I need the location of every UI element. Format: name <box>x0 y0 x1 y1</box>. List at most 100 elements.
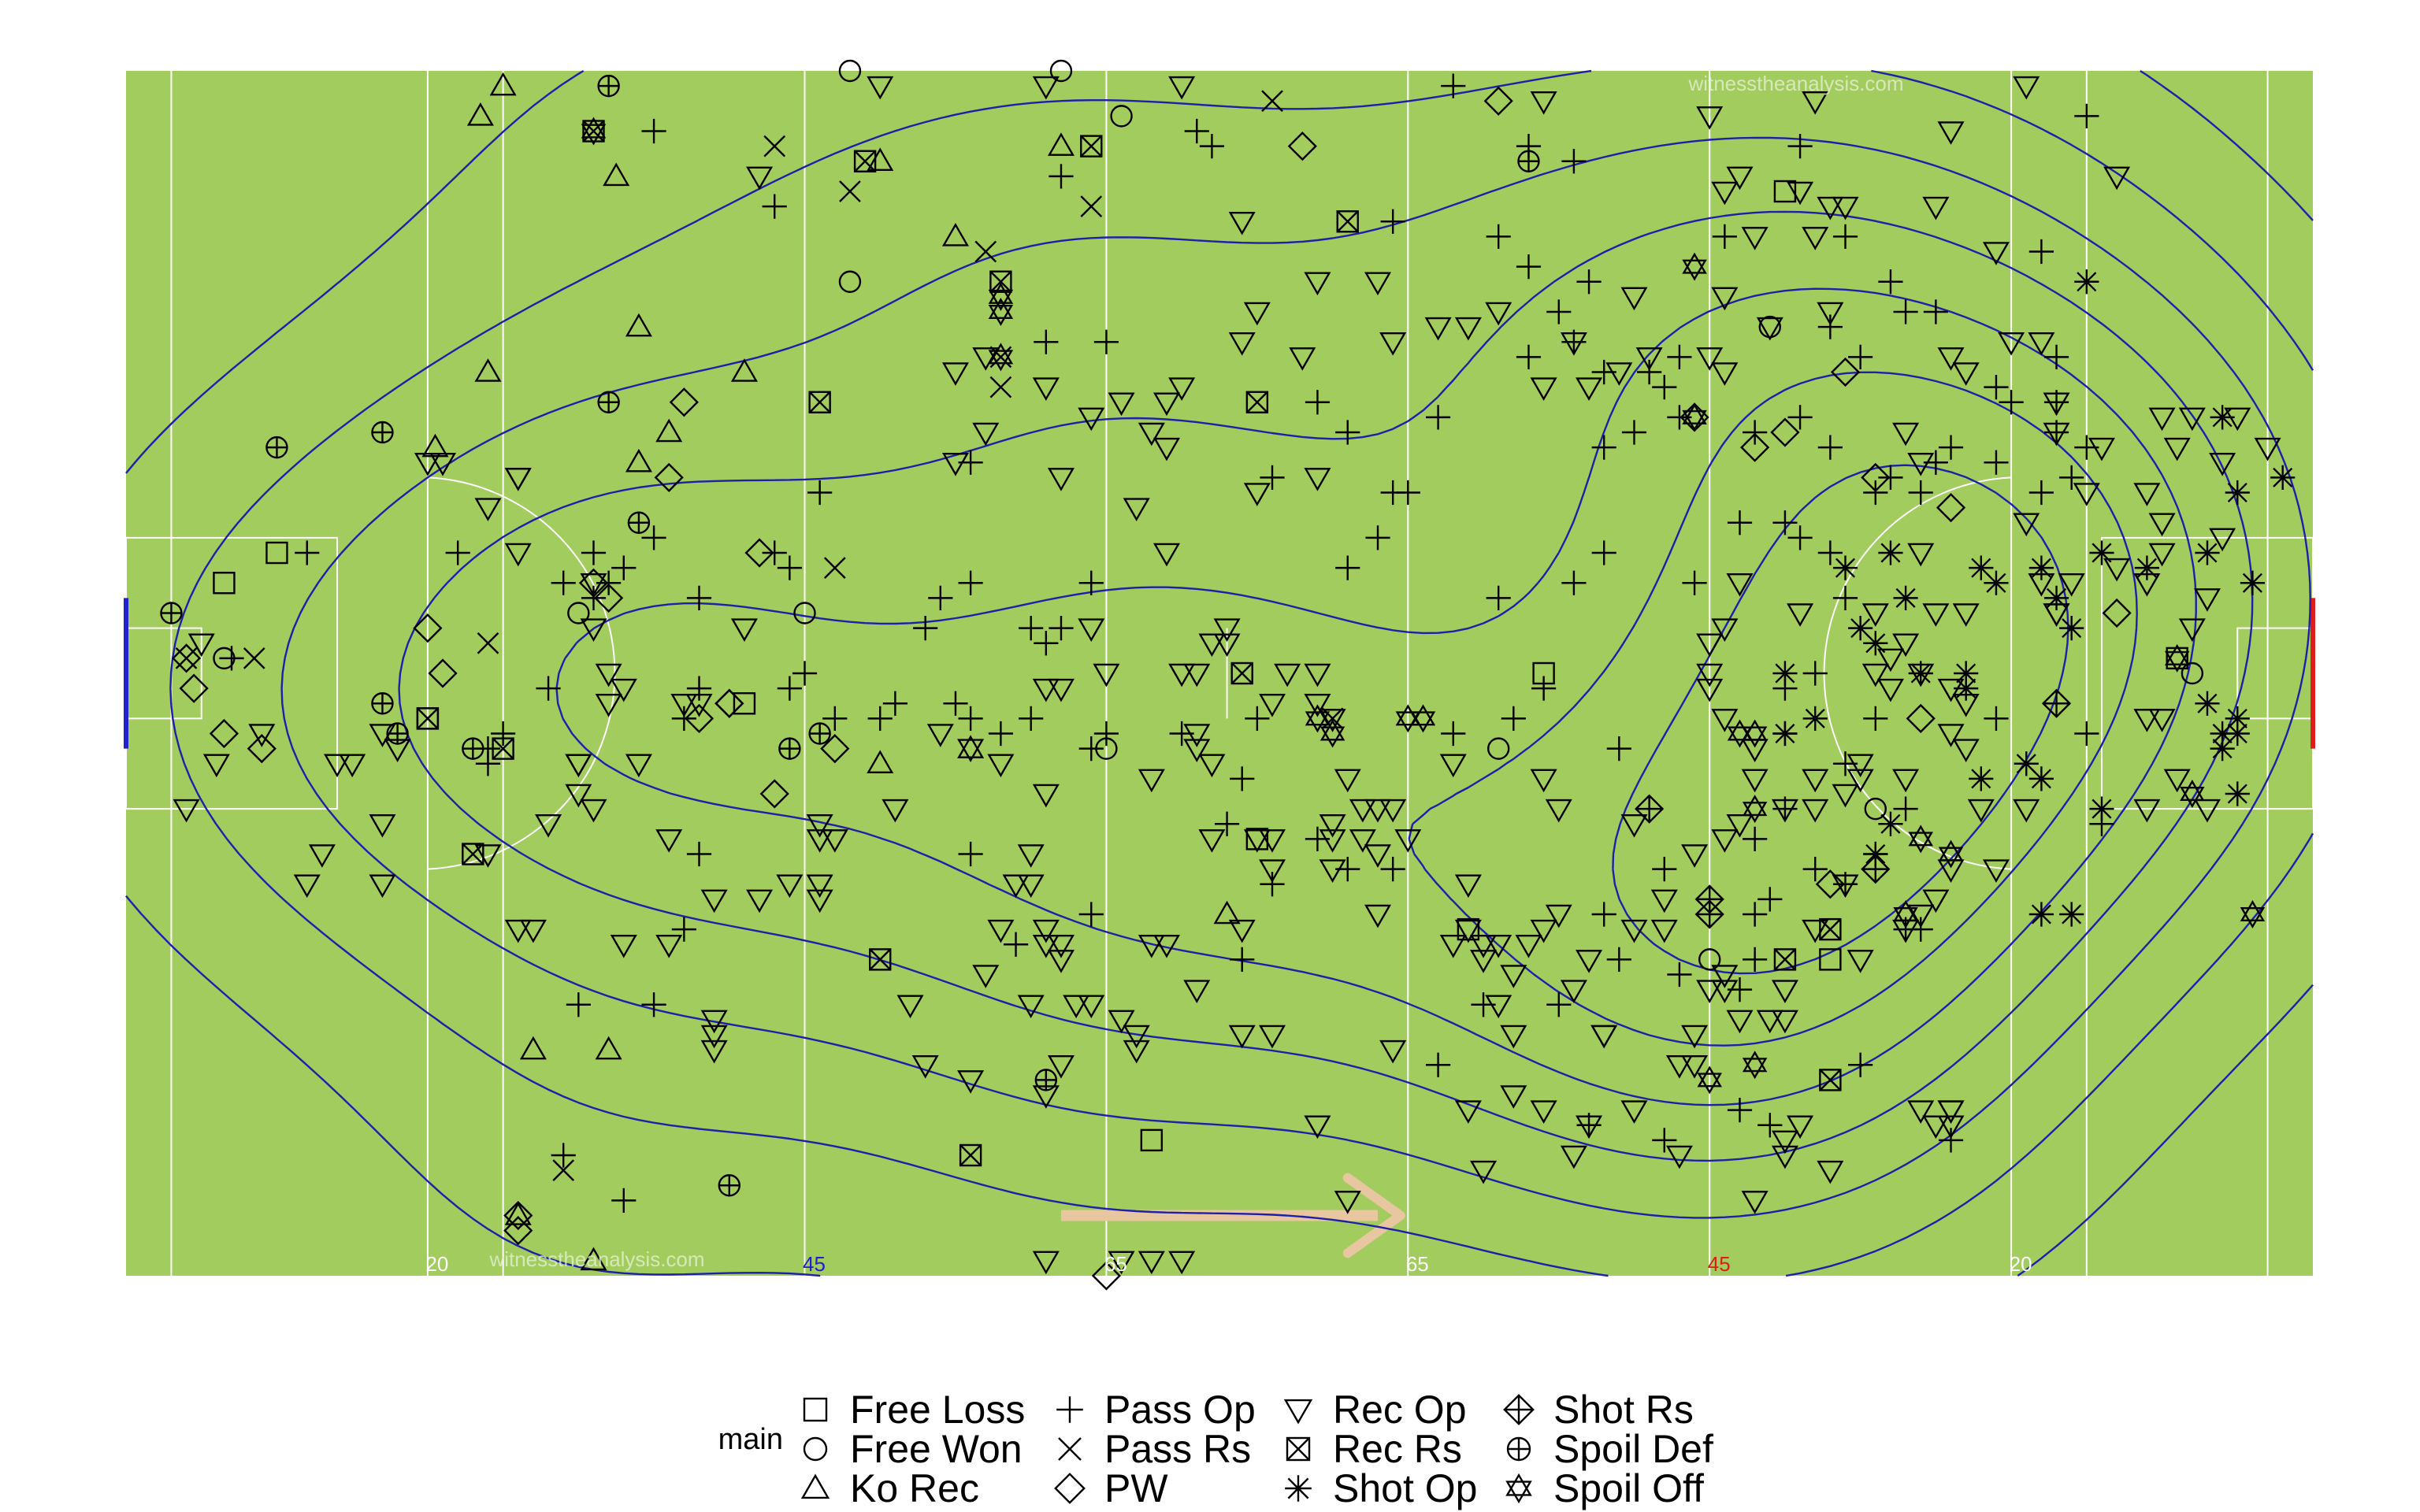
point-spoil-def <box>597 391 620 413</box>
point-rec-op <box>1319 814 1346 838</box>
point-pw <box>1861 462 1891 492</box>
point-rec-op <box>957 1070 985 1094</box>
point-rec-op <box>1258 859 1286 883</box>
point-rec-op <box>1892 633 1920 658</box>
point-ko-rec <box>941 223 969 246</box>
watermark-top: witnesstheanalysis.com <box>1687 72 1903 95</box>
point-rec-op <box>429 453 457 476</box>
point-rec-op <box>1243 829 1271 853</box>
point-rec-op <box>2028 332 2055 356</box>
point-shot-op <box>2225 721 2250 747</box>
point-pass-op <box>1802 661 1828 686</box>
point-shot-op <box>2028 555 2054 580</box>
point-rec-op <box>1771 1145 1798 1169</box>
point-rec-op <box>1861 603 1889 627</box>
point-rec-op <box>1771 799 1798 823</box>
point-rec-op <box>1832 874 1859 899</box>
point-rec-op <box>700 1040 728 1064</box>
point-rec-op <box>1183 724 1211 747</box>
point-rec-op <box>1304 468 1331 491</box>
point-rec-op <box>1213 618 1241 642</box>
point-shot-op <box>2270 465 2296 490</box>
point-shot-op <box>1772 721 1798 747</box>
point-pass-op <box>295 540 320 565</box>
point-ko-rec <box>580 1247 607 1271</box>
point-pw <box>654 462 684 492</box>
point-pass-op <box>1999 390 2024 415</box>
point-spoil-def <box>778 737 801 760</box>
point-rec-op <box>1530 919 1557 943</box>
legend-key-triangle-down <box>1283 1399 1313 1425</box>
point-rec-op <box>1485 995 1512 1019</box>
point-rec-op <box>1063 995 1090 1019</box>
point-rec-op <box>1711 362 1739 386</box>
point-rec-op <box>806 889 833 914</box>
point-rec-op <box>1937 347 1965 371</box>
point-rec-op <box>2058 573 2085 597</box>
point-spoil-off <box>1742 795 1768 824</box>
direction-arrowhead <box>1342 1173 1405 1258</box>
point-pass-op <box>1652 1128 1677 1153</box>
point-rec-rs <box>1773 948 1797 971</box>
point-rec-op <box>1454 874 1482 899</box>
point-pass-op <box>1486 224 1511 249</box>
point-rec-op <box>1620 919 1648 943</box>
point-pass-rs <box>974 240 997 263</box>
point-pass-op <box>1938 1128 1964 1153</box>
point-pass-op <box>1184 118 1209 144</box>
point-pass-rs <box>477 632 499 654</box>
point-rec-op <box>700 889 728 914</box>
point-spoil-def <box>371 421 394 444</box>
legend-label: Spoil Def <box>1553 1427 1713 1471</box>
point-rec-rs <box>1819 1069 1842 1091</box>
point-pass-op <box>943 691 968 716</box>
point-rec-op <box>504 468 532 491</box>
point-rec-op <box>504 919 532 943</box>
point-rec-op <box>1258 829 1286 853</box>
point-spoil-off <box>2180 780 2205 808</box>
point-pass-op <box>777 676 802 701</box>
point-spoil-off <box>1938 839 1964 869</box>
point-free-won <box>1698 948 1721 971</box>
point-rec-op <box>972 347 1000 371</box>
point-pass-op <box>641 525 666 550</box>
point-rec-op <box>896 995 924 1019</box>
point-pass-op <box>641 118 666 144</box>
point-pass-op <box>1214 811 1240 836</box>
point-rec-op <box>369 874 396 899</box>
point-pass-op <box>1893 796 1918 821</box>
point-rec-op <box>1168 663 1196 687</box>
point-rec-op <box>1394 829 1422 853</box>
point-rec-op <box>1168 1251 1196 1275</box>
point-rec-op <box>2133 709 2161 732</box>
point-rec-op <box>1967 799 1995 823</box>
point-pw <box>209 718 239 749</box>
point-spoil-off <box>1893 900 1918 928</box>
point-rec-op <box>474 498 502 521</box>
point-rec-op <box>1876 648 1904 673</box>
point-rec-op <box>1152 437 1181 461</box>
point-ko-rec <box>474 358 502 382</box>
point-spoil-off <box>988 282 1014 311</box>
point-rec-op <box>776 874 804 899</box>
point-pass-op <box>1712 224 1737 249</box>
point-shot-rs <box>2041 688 2072 718</box>
point-rec-op <box>1168 76 1196 100</box>
point-pass-op <box>1743 902 1768 927</box>
point-rec-op <box>1907 1100 1935 1124</box>
point-rec-op <box>2148 709 2176 732</box>
data-points <box>160 59 2296 1291</box>
point-pass-op <box>1621 420 1647 445</box>
point-rec-op <box>1787 1115 1814 1140</box>
point-free-loss <box>213 572 236 595</box>
point-rec-op <box>806 814 833 838</box>
point-rec-op <box>1590 1025 1618 1049</box>
point-shot-op <box>2210 736 2235 762</box>
legend-label: Shot Op <box>1333 1466 1477 1510</box>
point-rec-op <box>369 814 396 838</box>
point-shot-op <box>2195 691 2220 716</box>
point-rec-op <box>1937 1100 1965 1124</box>
legend-key-diamond <box>1054 1473 1086 1504</box>
point-rec-op <box>1138 1251 1165 1275</box>
point-pass-rs <box>552 1159 575 1181</box>
